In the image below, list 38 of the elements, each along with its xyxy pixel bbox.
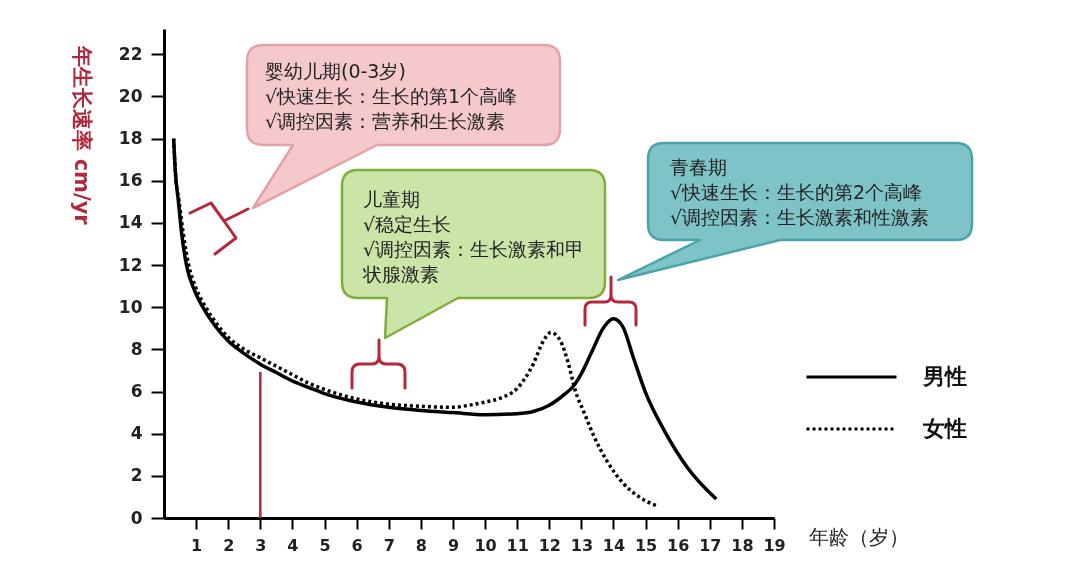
x-tick-label: 19	[763, 535, 786, 555]
x-tick-label: 8	[415, 535, 427, 555]
x-tick-label: 10	[474, 535, 497, 555]
legend-label: 女性	[922, 416, 967, 441]
y-tick-label: 18	[118, 128, 143, 149]
y-axis-title: 年生长速率 cm/yr	[69, 45, 94, 226]
y-tick-label: 14	[118, 212, 143, 233]
y-tick-label: 4	[130, 423, 143, 444]
y-tick-label: 6	[130, 381, 143, 402]
x-tick-label: 15	[634, 535, 658, 555]
y-tick-label: 0	[130, 507, 143, 528]
y-tick-label: 12	[118, 254, 143, 275]
x-tick-label: 5	[319, 535, 331, 555]
y-tick-label: 22	[118, 43, 143, 64]
x-tick-label: 11	[506, 535, 529, 555]
annotation: 婴幼儿期(0-3岁) √快速生长：生长的第1个高峰 √调控因素：营养和生长激素	[265, 59, 518, 132]
annotation: 青春期 √快速生长：生长的第2个高峰 √调控因素：生长激素和性激素	[670, 155, 930, 228]
x-tick-label: 2	[223, 535, 235, 555]
x-tick-label: 7	[383, 535, 395, 555]
x-tick-label: 6	[351, 535, 363, 555]
x-tick-label: 4	[287, 535, 299, 555]
y-tick-label: 10	[118, 296, 143, 317]
x-tick-label: 3	[255, 535, 267, 555]
y-tick-label: 2	[130, 465, 143, 486]
x-tick-label: 1	[191, 535, 203, 555]
x-tick-label: 9	[447, 535, 460, 555]
y-tick-label: 8	[130, 338, 143, 359]
y-tick-label: 16	[118, 170, 143, 191]
x-tick-label: 16	[667, 535, 690, 555]
x-tick-label: 13	[570, 535, 593, 555]
x-tick-label: 12	[538, 535, 561, 555]
y-tick-label: 20	[118, 85, 143, 106]
x-tick-label: 17	[699, 535, 722, 555]
annotation: 儿童期 √稳定生长 √调控因素：生长激素和甲状腺激素	[362, 187, 585, 285]
x-tick-label: 18	[731, 535, 754, 555]
legend-label: 男性	[922, 364, 967, 389]
x-tick-label: 14	[602, 535, 626, 555]
x-axis-title: 年龄（岁）	[808, 524, 909, 549]
